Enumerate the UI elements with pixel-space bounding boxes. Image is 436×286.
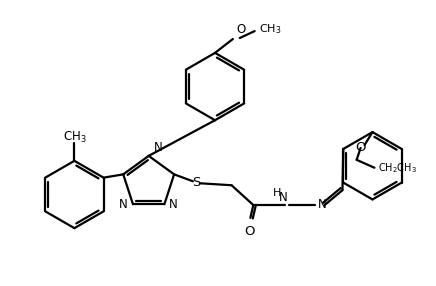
Text: N: N — [279, 191, 287, 204]
Text: N: N — [119, 198, 128, 211]
Text: O: O — [355, 142, 366, 154]
Text: CH$_3$: CH$_3$ — [259, 22, 281, 36]
Text: O: O — [237, 23, 246, 36]
Text: CH$_3$: CH$_3$ — [62, 130, 86, 145]
Text: CH$_2$CH$_3$: CH$_2$CH$_3$ — [378, 161, 417, 175]
Text: S: S — [192, 176, 200, 189]
Text: N: N — [169, 198, 178, 211]
Text: N: N — [153, 141, 162, 154]
Text: N: N — [318, 198, 327, 210]
Text: H: H — [273, 188, 281, 198]
Text: O: O — [244, 225, 255, 238]
